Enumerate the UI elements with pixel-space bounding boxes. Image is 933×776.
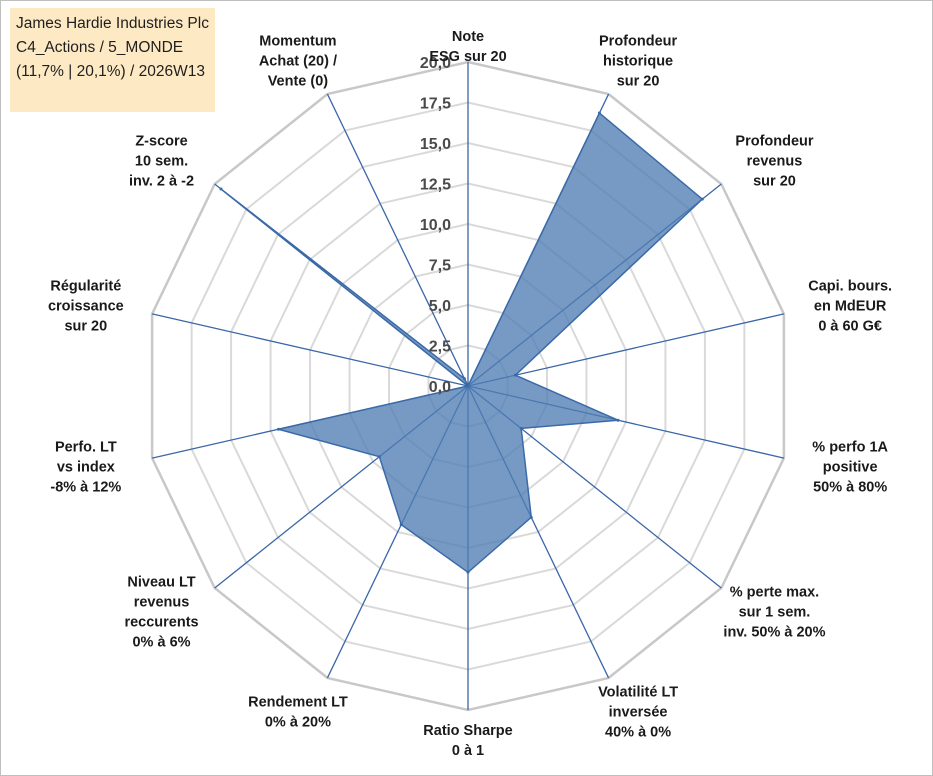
tick-label: 12,5 bbox=[420, 177, 451, 194]
axis-label: % perte max. sur 1 sem. inv. 50% à 20% bbox=[723, 584, 825, 640]
portfolio-label: C4_Actions / 5_MONDE bbox=[16, 39, 184, 56]
axis-label: Note ESG sur 20 bbox=[429, 29, 506, 65]
tick-label: 20,0 bbox=[420, 55, 451, 72]
data-point bbox=[616, 418, 620, 422]
axis-label: Profondeur revenus sur 20 bbox=[735, 134, 813, 190]
tick-label: 15,0 bbox=[420, 136, 451, 153]
tick-label: 0,0 bbox=[429, 379, 451, 396]
axis-label: Perfo. LT vs index -8% à 12% bbox=[50, 439, 121, 495]
axis-spoke bbox=[326, 93, 469, 387]
tick-label: 17,5 bbox=[420, 96, 451, 113]
axis-label: Capi. bours. en MdEUR 0 à 60 G€ bbox=[808, 279, 892, 335]
data-point bbox=[529, 515, 533, 519]
axis-label: % perfo 1A positive 50% à 80% bbox=[812, 439, 888, 495]
axis-label: Régularité croissance sur 20 bbox=[48, 279, 124, 335]
data-point bbox=[466, 570, 470, 574]
data-point bbox=[597, 111, 601, 115]
radial-tick-labels: 0,0 2,5 5,0 7,5 10,0 12,5 15,0 17,5 20,0 bbox=[420, 55, 451, 396]
axis-label: Ratio Sharpe 0 à 1 bbox=[423, 723, 512, 759]
tick-label: 10,0 bbox=[420, 217, 451, 234]
period-label: (11,7% | 20,1%) / 2026W13 bbox=[16, 63, 205, 80]
data-point bbox=[519, 426, 523, 430]
axis-spoke bbox=[151, 313, 469, 387]
axis-label: Niveau LT revenus reccurents 0% à 6% bbox=[124, 574, 198, 650]
data-point bbox=[700, 197, 704, 201]
axis-label: Profondeur historique sur 20 bbox=[599, 33, 677, 89]
radar-series bbox=[219, 111, 704, 574]
data-point bbox=[219, 187, 223, 191]
tick-label: 7,5 bbox=[429, 258, 451, 275]
data-point bbox=[466, 384, 470, 388]
axis-label: Volatilité LT inversée 40% à 0% bbox=[598, 685, 678, 741]
data-point bbox=[399, 523, 403, 527]
axis-spoke bbox=[467, 313, 785, 387]
data-point bbox=[513, 373, 517, 377]
data-point bbox=[462, 377, 466, 381]
data-point bbox=[377, 455, 381, 459]
tick-label: 5,0 bbox=[429, 298, 451, 315]
axis-label: Z-score 10 sem. inv. 2 à -2 bbox=[129, 134, 194, 190]
chart-info-box: James Hardie Industries Plc C4_Actions /… bbox=[10, 8, 215, 112]
company-name: James Hardie Industries Plc bbox=[16, 15, 209, 32]
axis-label: Momentum Achat (20) / Vente (0) bbox=[259, 33, 337, 89]
data-point bbox=[276, 427, 280, 431]
tick-label: 2,5 bbox=[429, 339, 451, 356]
axis-label: Rendement LT 0% à 20% bbox=[248, 695, 348, 731]
axis-labels: Note ESG sur 20 Profondeur historique sur 20… bbox=[48, 29, 892, 759]
